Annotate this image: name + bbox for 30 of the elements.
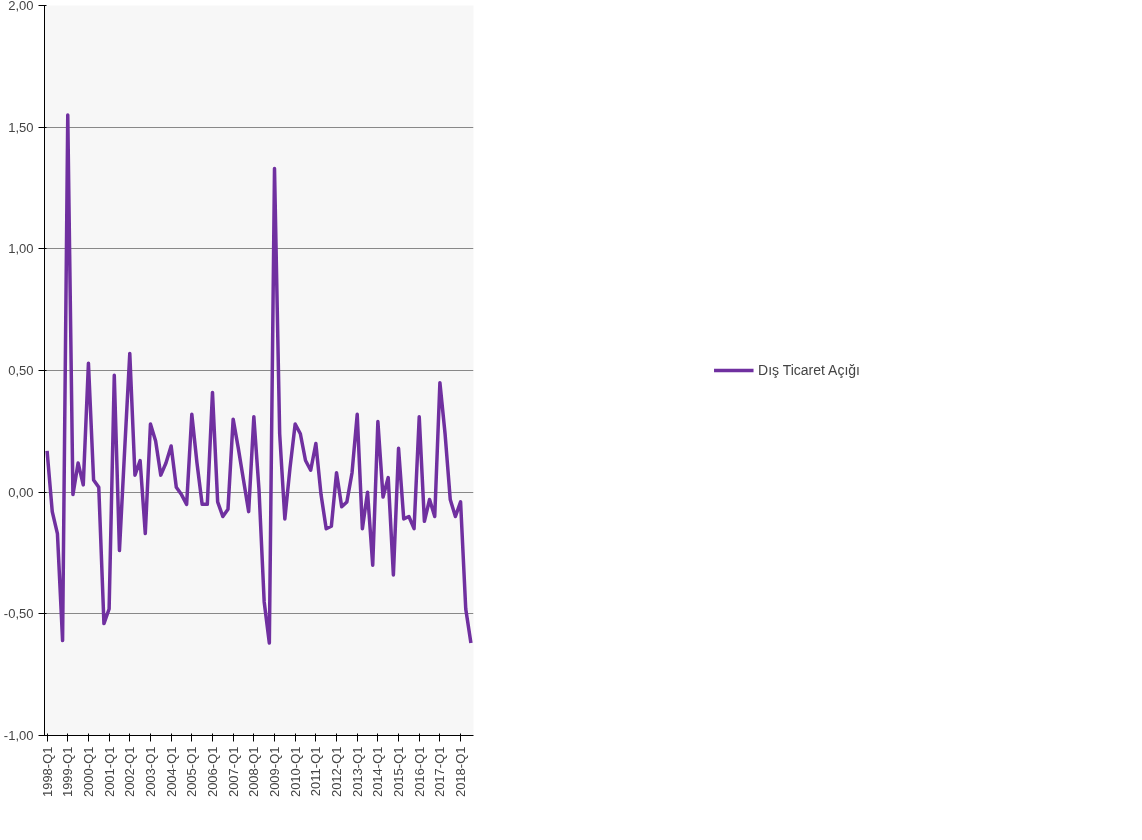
x-tick-label: 2001-Q1 (101, 746, 117, 798)
x-tick-label: 1998-Q1 (39, 746, 55, 798)
line-series (45, 113, 473, 645)
y-tick-label: 2,00 (8, 0, 34, 13)
y-tick-label: 0,00 (8, 484, 34, 500)
x-tick-label: 2004-Q1 (163, 746, 179, 798)
x-tick-label: 2013-Q1 (349, 746, 365, 798)
y-tick-label: 1,50 (8, 119, 34, 135)
y-tick-label: 1,00 (8, 241, 34, 257)
x-tick-label: 2003-Q1 (142, 746, 158, 798)
x-tick-label: 2011-Q1 (308, 746, 324, 797)
x-tick-label: 2018-Q1 (453, 746, 469, 798)
x-tick-label: 2009-Q1 (267, 746, 283, 798)
x-tick-label: 2008-Q1 (246, 746, 262, 798)
x-tick-label: 2015-Q1 (391, 746, 407, 798)
x-tick-label: 2005-Q1 (184, 746, 200, 798)
x-tick-label: 2017-Q1 (432, 746, 448, 798)
x-tick-label: 1999-Q1 (60, 746, 76, 798)
x-tick-label: 2006-Q1 (204, 746, 220, 798)
x-tick-label: 2007-Q1 (225, 746, 241, 798)
x-tick-label: 2012-Q1 (329, 746, 345, 798)
legend-label: Dış Ticaret Açığı (758, 362, 860, 378)
x-tick-label: 2002-Q1 (122, 746, 138, 798)
y-tick-label: -0,50 (3, 606, 34, 622)
x-tick-label: 2000-Q1 (80, 746, 96, 798)
x-tick-label: 2016-Q1 (411, 746, 427, 798)
x-tick-label: 2010-Q1 (287, 746, 303, 798)
y-tick-label: 0,50 (8, 363, 34, 378)
x-tick-label: 2014-Q1 (370, 746, 386, 798)
y-tick-label: -1,00 (3, 728, 34, 743)
